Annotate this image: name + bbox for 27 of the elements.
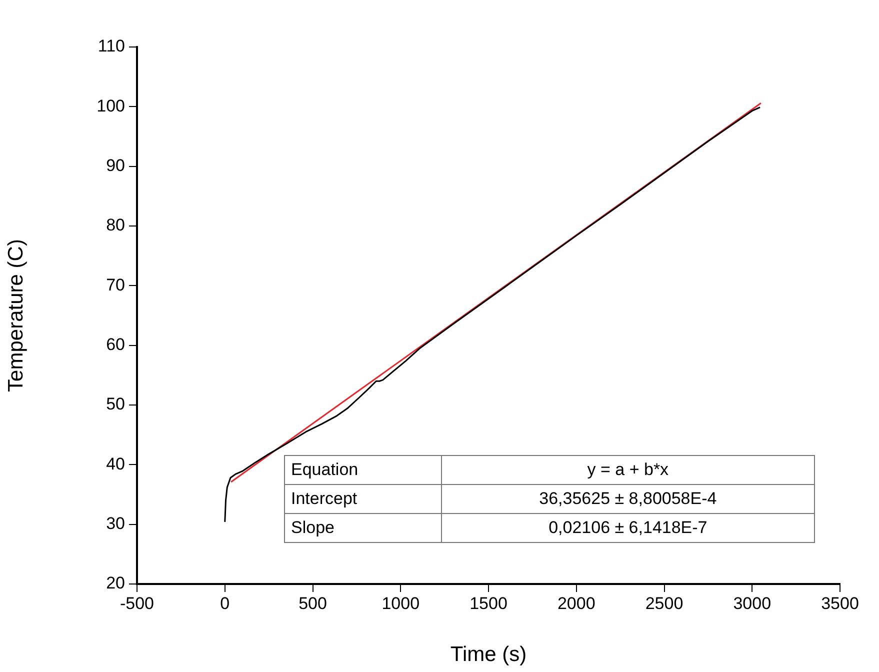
x-tick-label: 3000 (733, 594, 772, 613)
x-tick-label: 2500 (645, 594, 684, 613)
y-tick-label: 60 (106, 335, 125, 354)
x-tick-label: 0 (220, 594, 230, 613)
annotation: Intercept (284, 484, 442, 514)
x-tick-label: 2000 (557, 594, 596, 613)
y-axis-title: Temperature (C) (4, 239, 28, 392)
annotation: 0,02106 ± 6,1418E-7 (441, 514, 814, 542)
annotation: Slope (284, 514, 442, 542)
y-tick-label: 90 (106, 156, 125, 176)
y-tick-label: 20 (106, 574, 125, 593)
y-tick-label: 30 (106, 514, 125, 534)
x-tick-label: 500 (298, 594, 327, 613)
y-tick-label: 110 (98, 36, 125, 56)
annotation: 36,35625 ± 8,80058E-4 (441, 484, 814, 514)
x-tick-label: -500 (120, 594, 154, 613)
x-axis-title: Time (s) (450, 643, 527, 666)
y-tick-label: 70 (106, 275, 125, 294)
x-tick-label: 1500 (470, 594, 508, 613)
annotation: y = a + b*x (441, 456, 814, 484)
x-tick-label: 3500 (821, 594, 859, 613)
y-tick-label: 50 (106, 394, 125, 414)
x-tick-label: 1000 (382, 594, 420, 613)
y-tick-label: 80 (106, 216, 125, 235)
y-tick-label: 40 (106, 454, 125, 474)
y-tick-label: 100 (96, 96, 125, 116)
annotation: Equation (284, 456, 442, 484)
